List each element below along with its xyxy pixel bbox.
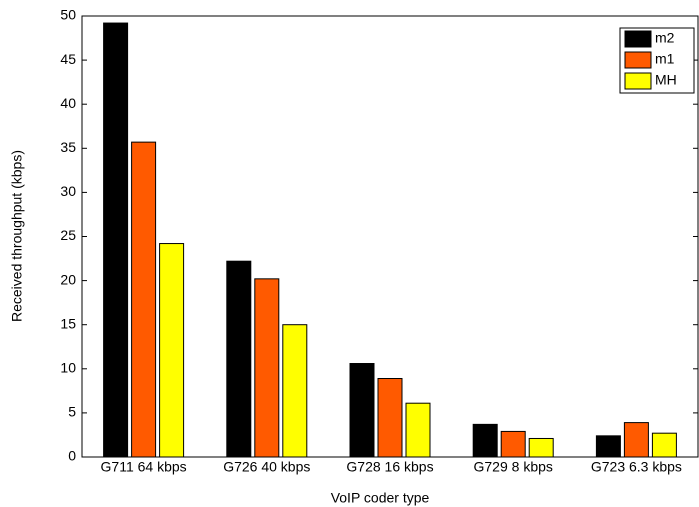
y-tick-label: 50 [60,7,76,23]
x-tick-label: G711 64 kbps [101,459,187,475]
x-tick-label: G723 6.3 kbps [591,459,682,475]
legend-label: m1 [655,51,675,67]
legend-swatch [624,30,652,48]
x-tick-label: G729 8 kbps [474,459,553,475]
legend-swatch [624,72,652,90]
y-tick-label: 35 [60,139,76,155]
bar [254,278,280,458]
bar [159,243,185,458]
y-tick-label: 30 [60,183,76,199]
bar [623,422,649,458]
bar [282,324,308,458]
legend-swatch [624,51,652,69]
y-tick-label: 0 [68,448,76,464]
bar [528,437,554,458]
y-tick-label: 25 [60,227,76,243]
bar [651,432,677,458]
x-axis-label: VoIP coder type [331,490,430,506]
bar [405,402,431,458]
legend-label: m2 [655,30,675,46]
x-tick-label: G726 40 kbps [223,459,310,475]
bar [131,141,157,458]
bar [103,22,129,458]
bar [472,423,498,458]
y-tick-label: 15 [60,315,76,331]
bar [500,430,526,458]
y-tick-label: 10 [60,360,76,376]
bar [349,363,375,458]
y-tick-label: 40 [60,95,76,111]
bar [377,378,403,458]
y-tick-label: 20 [60,271,76,287]
x-tick-label: G728 16 kbps [346,459,433,475]
bar [226,260,252,458]
y-tick-label: 5 [68,404,76,420]
legend-label: MH [655,72,677,88]
y-tick-label: 45 [60,51,76,67]
bar [595,435,621,458]
y-axis-label: Received throughput (kbps) [9,150,25,322]
